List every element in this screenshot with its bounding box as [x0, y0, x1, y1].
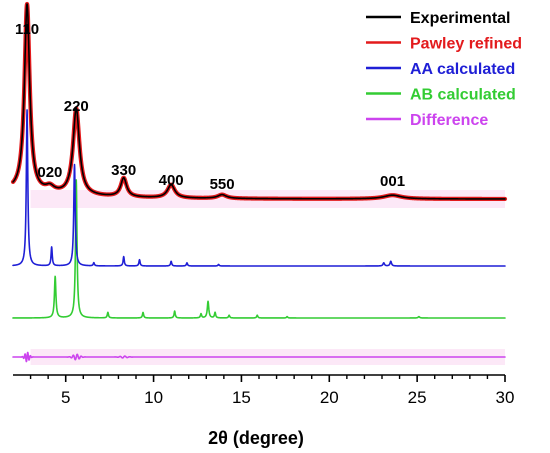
series-line-aa-calculated: [12, 109, 506, 267]
x-axis-title: 2θ (degree): [208, 428, 304, 448]
series-line-experimental: [12, 3, 506, 200]
peak-label: 400: [159, 172, 184, 189]
legend-label: AB calculated: [410, 87, 516, 104]
peak-label: 001: [380, 173, 405, 190]
legend-item: AB calculated: [366, 87, 516, 104]
peak-label: 550: [210, 176, 235, 193]
series-line-ab-calculated: [12, 179, 506, 319]
x-tick-label: 5: [61, 388, 70, 407]
x-tick-label: 25: [408, 388, 427, 407]
peak-label: 220: [64, 98, 89, 115]
x-tick-label: 20: [320, 388, 339, 407]
peak-label: 330: [111, 162, 136, 179]
legend-item: Pawley refined: [366, 36, 522, 53]
peak-label: 110: [15, 21, 39, 38]
legend-label: Pawley refined: [410, 36, 522, 53]
peak-labels: 110 020 220 330 400 550 001: [15, 21, 405, 193]
legend-item: AA calculated: [366, 61, 515, 78]
legend-label: AA calculated: [410, 61, 515, 78]
series-layer: [10, 1, 508, 363]
x-tick-label: 30: [496, 388, 515, 407]
x-tick-label: 10: [144, 388, 163, 407]
legend-item: Difference: [366, 112, 488, 129]
legend-label: Difference: [410, 112, 488, 129]
legend: Experimental Pawley refined AA calculated A…: [366, 10, 522, 129]
x-tick-label: 15: [232, 388, 251, 407]
legend-item: Experimental: [366, 10, 510, 27]
highlight-layer: [30, 190, 505, 365]
legend-label: Experimental: [410, 10, 510, 27]
series-line-difference: [12, 351, 506, 363]
peak-label: 020: [37, 164, 62, 181]
x-axis: 5 10 15 20 25 30: [13, 374, 515, 407]
